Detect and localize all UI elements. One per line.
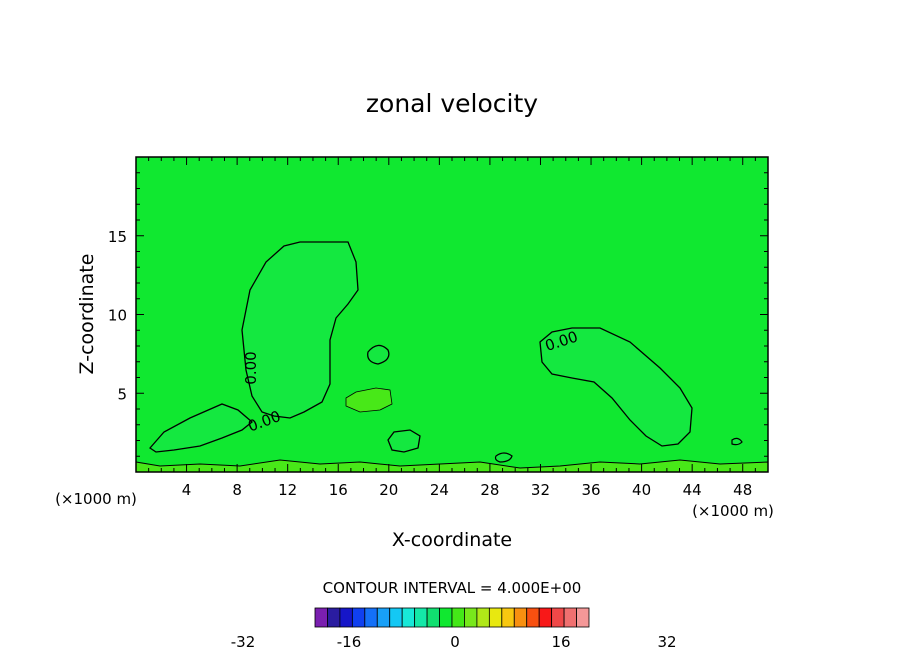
colorbar-tick-label: 32 — [657, 633, 676, 651]
colorbar-cell — [476, 607, 490, 628]
colorbar-cell — [401, 607, 416, 628]
x-tick-label: 12 — [278, 481, 297, 499]
y-axis-label: Z-coordinate — [76, 254, 98, 375]
x-axis-ticks: 4 8 12 16 20 24 28 32 36 40 44 48 — [148, 157, 756, 499]
colorbar-cell — [414, 607, 428, 628]
x-units-left: (×1000 m) — [55, 490, 137, 508]
x-tick-label: 16 — [329, 481, 348, 499]
x-tick-label: 32 — [531, 481, 550, 499]
chart-title: zonal velocity — [366, 89, 538, 118]
colorbar-cell — [339, 607, 353, 628]
region-lower-left-lobe — [149, 403, 254, 453]
x-units-right: (×1000 m) — [692, 502, 774, 520]
contour-regions — [135, 241, 769, 473]
colorbar-tick-label: 16 — [551, 633, 570, 651]
colorbar-cell — [538, 607, 553, 628]
colorbar-labels: -32 -16 0 16 32 — [231, 633, 677, 651]
colorbar-cell — [376, 607, 391, 628]
colorbar-cell — [513, 607, 528, 628]
colorbar-cell — [501, 607, 515, 628]
region-small-cell-dot-a — [494, 452, 513, 463]
colorbar-cell — [327, 607, 341, 628]
region-small-cell-mid — [345, 387, 393, 413]
colorbar-cell — [351, 607, 366, 628]
colorbar-cell — [526, 607, 540, 628]
colorbar-cell — [426, 607, 440, 628]
region-small-cell-dot-b — [731, 437, 743, 446]
colorbar-cell — [451, 607, 465, 628]
y-tick-label: 15 — [108, 228, 127, 246]
region-small-cell-low — [387, 429, 421, 453]
contour-interval-text: CONTOUR INTERVAL = 4.000E+00 — [323, 579, 582, 597]
contour-label-left: 0.00 — [242, 351, 260, 384]
colorbar-cell — [439, 607, 453, 628]
x-tick-label: 48 — [733, 481, 752, 499]
x-tick-label: 44 — [683, 481, 702, 499]
colorbar-cell — [464, 607, 478, 628]
y-tick-label: 5 — [117, 385, 127, 403]
colorbar-cell — [576, 607, 590, 628]
colorbar-tick-label: 0 — [450, 633, 460, 651]
colorbar-cell — [364, 607, 378, 628]
region-upper-left-lobe — [241, 241, 359, 419]
colorbar — [314, 607, 590, 628]
region-surface-layer — [135, 459, 769, 473]
x-tick-label: 4 — [182, 481, 192, 499]
x-tick-label: 40 — [632, 481, 651, 499]
x-tick-label: 36 — [581, 481, 600, 499]
colorbar-cell — [551, 607, 565, 628]
x-tick-label: 8 — [232, 481, 242, 499]
region-right-lobe — [539, 327, 693, 447]
x-tick-label: 20 — [379, 481, 398, 499]
colorbar-cell — [563, 607, 577, 628]
x-axis-label: X-coordinate — [392, 529, 512, 551]
region-small-cell-upper — [367, 344, 390, 365]
y-axis-ticks: 5 10 15 — [108, 172, 768, 457]
colorbar-tick-label: -32 — [231, 633, 256, 651]
colorbar-cell — [314, 607, 328, 628]
colorbar-tick-label: -16 — [337, 633, 362, 651]
x-tick-label: 24 — [430, 481, 449, 499]
x-tick-label: 28 — [480, 481, 499, 499]
colorbar-cell — [488, 607, 503, 628]
colorbar-cell — [389, 607, 403, 628]
y-tick-label: 10 — [108, 307, 127, 325]
